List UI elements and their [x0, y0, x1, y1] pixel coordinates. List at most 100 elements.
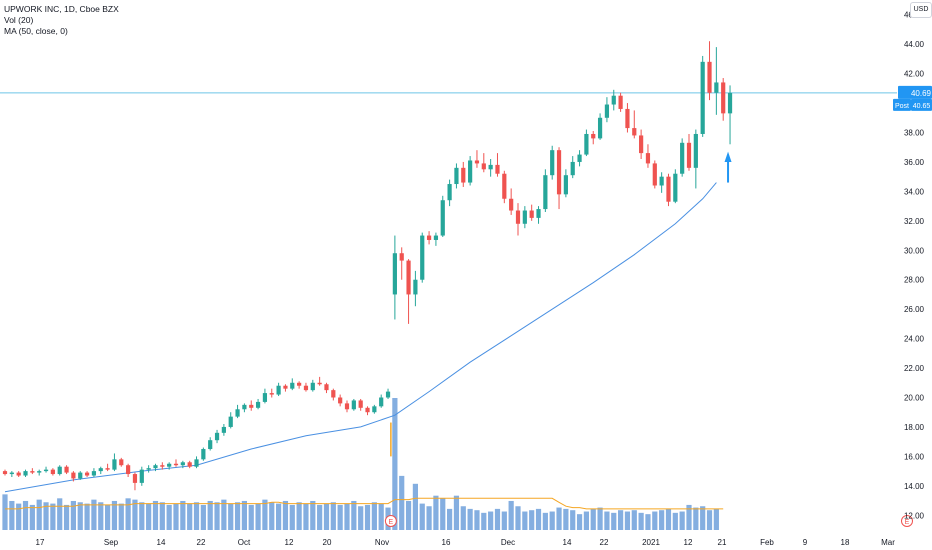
- candle-body: [98, 468, 103, 472]
- volume-bar: [652, 511, 658, 530]
- candle-body: [645, 153, 651, 164]
- volume-bar: [590, 508, 596, 530]
- y-tick-label: 22.00: [904, 364, 925, 373]
- candle-body: [71, 472, 76, 479]
- candle-body: [132, 474, 138, 483]
- y-tick-label: 36.00: [904, 158, 925, 167]
- x-tick-label: 12: [285, 538, 294, 547]
- volume-bar: [276, 503, 282, 530]
- volume-bar: [494, 508, 501, 530]
- ma50-line: [4, 182, 717, 493]
- volume-bar: [282, 500, 289, 530]
- candle: [680, 138, 685, 177]
- candle-body: [721, 82, 726, 114]
- candle: [666, 173, 671, 207]
- candle-body: [686, 142, 692, 168]
- candle: [194, 456, 199, 469]
- volume-bar: [296, 502, 302, 530]
- volume-bar: [337, 504, 343, 530]
- volume-bar: [515, 506, 521, 530]
- candle: [71, 471, 76, 482]
- candle-body: [639, 135, 644, 154]
- candle: [426, 231, 432, 245]
- volume-bar: [63, 504, 70, 530]
- candle-body: [392, 253, 397, 295]
- x-tick-label: 18: [841, 538, 850, 547]
- volume-bar: [412, 483, 418, 530]
- candle-body: [365, 407, 370, 413]
- candle-body: [399, 253, 404, 261]
- candle: [543, 169, 548, 212]
- volume-bar: [50, 503, 56, 530]
- candle-body: [625, 108, 630, 129]
- candle-body: [317, 382, 322, 385]
- candle-body: [214, 432, 220, 441]
- future-earnings-badge-label: E: [905, 519, 910, 526]
- candle-body: [262, 393, 268, 402]
- x-tick-label: 14: [157, 538, 166, 547]
- candle: [331, 388, 336, 401]
- candle: [221, 424, 226, 436]
- volume-bar: [405, 500, 412, 530]
- ma-study-label[interactable]: MA (50, close, 0): [4, 26, 68, 36]
- candle: [180, 460, 185, 469]
- volume-bar: [583, 511, 589, 530]
- candle: [112, 453, 117, 472]
- post-price-value: 40.65: [913, 103, 931, 110]
- candle-body: [372, 406, 377, 413]
- volume-bar: [310, 500, 316, 530]
- volume-bar: [474, 510, 480, 530]
- candle-body: [611, 95, 616, 105]
- candle-body: [78, 472, 83, 479]
- candle: [365, 406, 370, 416]
- volume-bar: [618, 510, 624, 530]
- volume-bar: [289, 504, 295, 530]
- x-tick-label: Feb: [760, 538, 774, 547]
- volume-bar: [508, 500, 514, 530]
- candle-body: [297, 382, 302, 386]
- candle: [290, 378, 295, 391]
- currency-button[interactable]: USD: [910, 2, 932, 18]
- volume-bar: [16, 503, 22, 530]
- candle-body: [187, 462, 192, 467]
- volume-bar: [193, 502, 200, 530]
- candle: [208, 437, 213, 451]
- volume-bar: [460, 506, 466, 530]
- volume-bar: [576, 514, 583, 530]
- volume-bars: [2, 398, 719, 530]
- volume-bar: [330, 502, 336, 530]
- candle: [262, 388, 268, 404]
- volume-bar: [207, 500, 213, 530]
- post-label-tag: [893, 98, 911, 111]
- volume-bar: [419, 503, 425, 530]
- symbol-title[interactable]: UPWORK INC, 1D, Cboe BZX: [4, 4, 119, 14]
- post-price-tag: [911, 98, 932, 111]
- candle: [515, 203, 521, 236]
- candle-body: [570, 161, 575, 176]
- candle-body: [461, 167, 466, 183]
- candle-body: [468, 160, 473, 183]
- candle-body: [597, 117, 603, 139]
- volume-bar: [125, 498, 131, 530]
- candle: [303, 382, 309, 392]
- candle-body: [235, 409, 240, 417]
- candle: [9, 471, 14, 477]
- candle-body: [112, 459, 117, 470]
- candle: [686, 133, 692, 171]
- volume-study-label[interactable]: Vol (20): [4, 15, 34, 25]
- volume-bar: [91, 499, 97, 530]
- candle-body: [160, 465, 165, 467]
- candle: [495, 153, 500, 177]
- y-tick-label: 44.00: [904, 40, 925, 49]
- candle: [64, 465, 69, 475]
- candle-body: [543, 175, 548, 210]
- candle: [173, 459, 179, 467]
- volume-bar: [392, 398, 398, 530]
- candle-body: [591, 133, 596, 139]
- x-tick-label: Dec: [501, 538, 515, 547]
- volume-bar: [501, 511, 507, 530]
- candle: [57, 465, 62, 476]
- candle: [618, 92, 623, 112]
- volume-bar: [118, 503, 124, 530]
